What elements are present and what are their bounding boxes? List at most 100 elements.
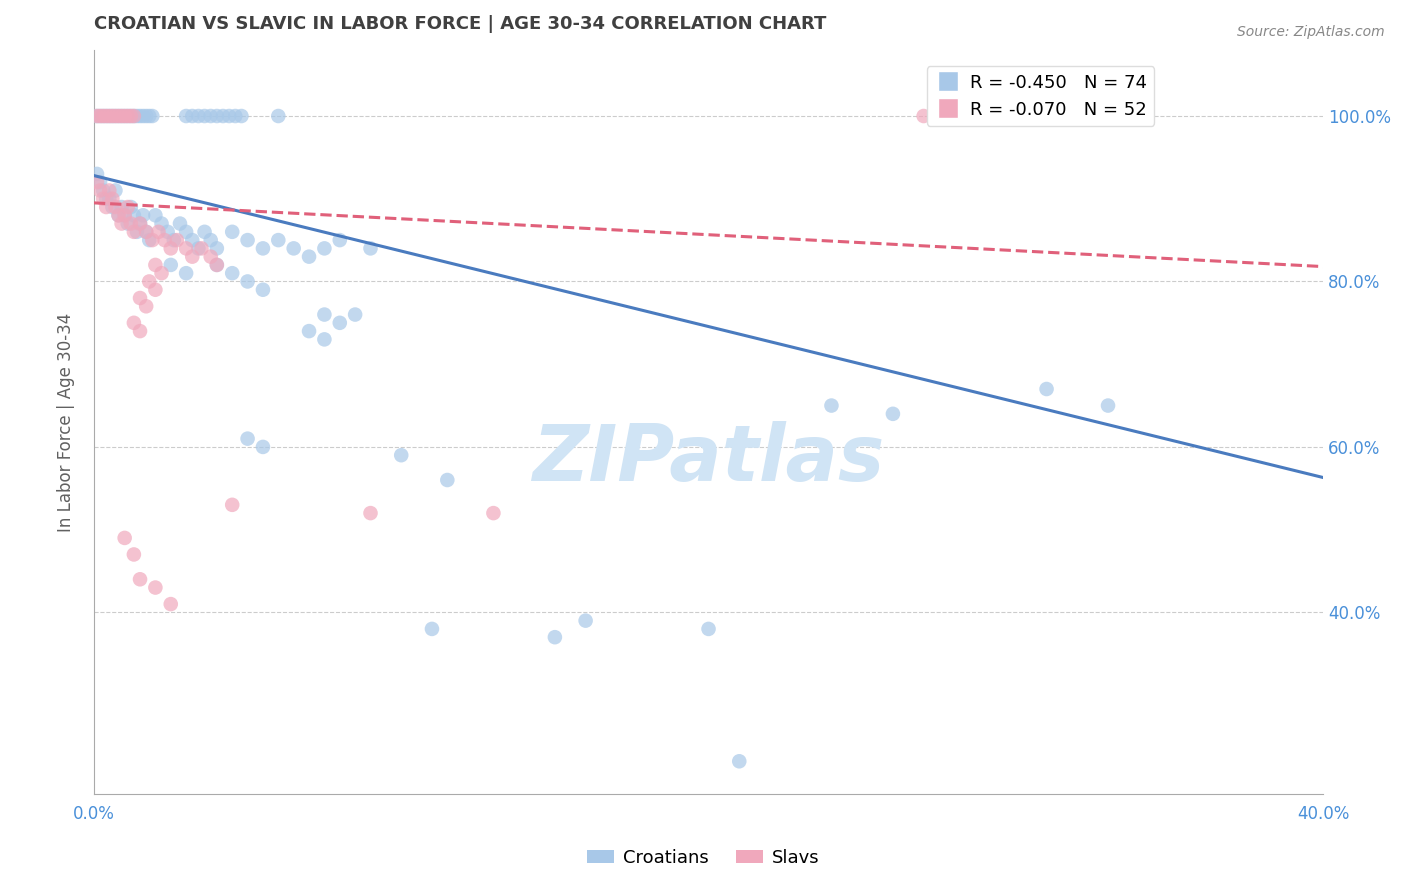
Point bbox=[138, 275, 160, 289]
Point bbox=[205, 258, 228, 272]
Point bbox=[122, 316, 145, 330]
Point bbox=[912, 109, 935, 123]
Point bbox=[166, 233, 188, 247]
Text: ZIPatlas: ZIPatlas bbox=[533, 421, 884, 498]
Point bbox=[104, 109, 127, 123]
Point bbox=[145, 208, 167, 222]
Point bbox=[298, 324, 321, 338]
Legend: R = -0.450   N = 74, R = -0.070   N = 52: R = -0.450 N = 74, R = -0.070 N = 52 bbox=[927, 66, 1154, 126]
Point bbox=[193, 225, 215, 239]
Point bbox=[114, 208, 136, 222]
Point bbox=[107, 109, 129, 123]
Point bbox=[200, 250, 222, 264]
Point bbox=[236, 233, 259, 247]
Point bbox=[117, 200, 139, 214]
Point bbox=[117, 109, 139, 123]
Point bbox=[125, 109, 148, 123]
Point bbox=[221, 225, 243, 239]
Point bbox=[389, 448, 412, 462]
Point bbox=[110, 109, 132, 123]
Point bbox=[224, 109, 246, 123]
Point bbox=[120, 217, 142, 231]
Point bbox=[482, 506, 505, 520]
Point bbox=[125, 225, 148, 239]
Point bbox=[231, 109, 253, 123]
Point bbox=[159, 597, 181, 611]
Point bbox=[114, 109, 136, 123]
Point bbox=[129, 109, 152, 123]
Point bbox=[298, 250, 321, 264]
Point bbox=[153, 233, 176, 247]
Point bbox=[104, 109, 127, 123]
Point bbox=[96, 200, 118, 214]
Point bbox=[120, 109, 142, 123]
Point bbox=[120, 200, 142, 214]
Point bbox=[174, 266, 197, 280]
Point bbox=[236, 432, 259, 446]
Point bbox=[156, 225, 179, 239]
Point bbox=[145, 258, 167, 272]
Point bbox=[120, 109, 142, 123]
Point bbox=[91, 192, 114, 206]
Point bbox=[117, 109, 139, 123]
Point bbox=[98, 109, 121, 123]
Point bbox=[190, 241, 212, 255]
Point bbox=[138, 109, 160, 123]
Point bbox=[314, 241, 336, 255]
Point bbox=[91, 109, 114, 123]
Point bbox=[163, 233, 186, 247]
Point bbox=[283, 241, 305, 255]
Point bbox=[221, 266, 243, 280]
Point bbox=[150, 217, 173, 231]
Point bbox=[169, 217, 191, 231]
Point bbox=[267, 233, 290, 247]
Point bbox=[252, 283, 274, 297]
Point bbox=[236, 275, 259, 289]
Point bbox=[114, 208, 136, 222]
Point bbox=[882, 407, 904, 421]
Point bbox=[267, 109, 290, 123]
Point bbox=[174, 109, 197, 123]
Point bbox=[89, 184, 111, 198]
Point bbox=[107, 208, 129, 222]
Point bbox=[122, 208, 145, 222]
Point bbox=[104, 200, 127, 214]
Point bbox=[138, 233, 160, 247]
Point bbox=[174, 225, 197, 239]
Point bbox=[96, 109, 118, 123]
Point bbox=[1035, 382, 1057, 396]
Point bbox=[122, 109, 145, 123]
Point bbox=[159, 258, 181, 272]
Point bbox=[86, 175, 108, 189]
Point bbox=[141, 233, 163, 247]
Point bbox=[193, 109, 215, 123]
Point bbox=[205, 258, 228, 272]
Point bbox=[110, 200, 132, 214]
Point bbox=[212, 109, 235, 123]
Point bbox=[159, 241, 181, 255]
Point bbox=[122, 548, 145, 562]
Point bbox=[181, 233, 204, 247]
Text: Source: ZipAtlas.com: Source: ZipAtlas.com bbox=[1237, 25, 1385, 39]
Point bbox=[104, 184, 127, 198]
Point bbox=[150, 266, 173, 280]
Point bbox=[420, 622, 443, 636]
Point bbox=[89, 109, 111, 123]
Point bbox=[98, 109, 121, 123]
Point bbox=[114, 109, 136, 123]
Point bbox=[135, 109, 157, 123]
Point bbox=[697, 622, 720, 636]
Point bbox=[91, 109, 114, 123]
Point bbox=[110, 109, 132, 123]
Point bbox=[122, 109, 145, 123]
Point bbox=[181, 109, 204, 123]
Point bbox=[145, 283, 167, 297]
Point bbox=[314, 332, 336, 346]
Point bbox=[187, 241, 209, 255]
Point bbox=[101, 200, 124, 214]
Point bbox=[148, 225, 170, 239]
Point bbox=[96, 109, 118, 123]
Point bbox=[728, 754, 751, 768]
Point bbox=[122, 225, 145, 239]
Point bbox=[205, 109, 228, 123]
